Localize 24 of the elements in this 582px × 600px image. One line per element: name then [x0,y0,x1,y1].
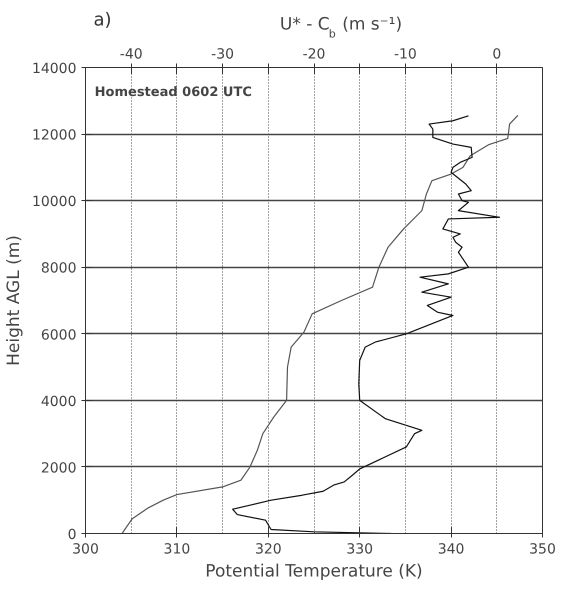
y-tick-label: 2000 [40,460,77,476]
x2-tick-label: -10 [394,46,417,62]
x2-tick-label: 0 [492,46,502,62]
annotation: Homestead 0602 UTC [94,85,252,100]
y-tick-label: 8000 [40,260,77,277]
line-series [121,114,518,534]
x2-tick-label: -20 [302,46,326,62]
x-tick-label: 350 [529,542,556,558]
y-tick-label: 0 [68,527,77,543]
y-tick-label: 4000 [40,394,77,410]
x-tick-label: 310 [164,542,190,558]
y-tick-label: 10000 [32,194,77,210]
y-tick-label: 6000 [40,327,77,344]
x-tick-label: 330 [346,542,374,558]
x2-tick-label: -40 [120,46,143,62]
y-tick-label: 14000 [32,61,77,77]
y-tick-label: 12000 [32,128,77,144]
chart-title: a) [93,10,112,30]
x-tick-label: 340 [438,542,464,558]
x-axis-title: Potential Temperature (K) [205,562,423,582]
x2-tick-label: -30 [211,46,234,62]
x-tick-label: 300 [72,542,99,558]
y-axis-title: Height AGL (m) [4,235,24,366]
x-tick-label: 320 [254,542,282,558]
